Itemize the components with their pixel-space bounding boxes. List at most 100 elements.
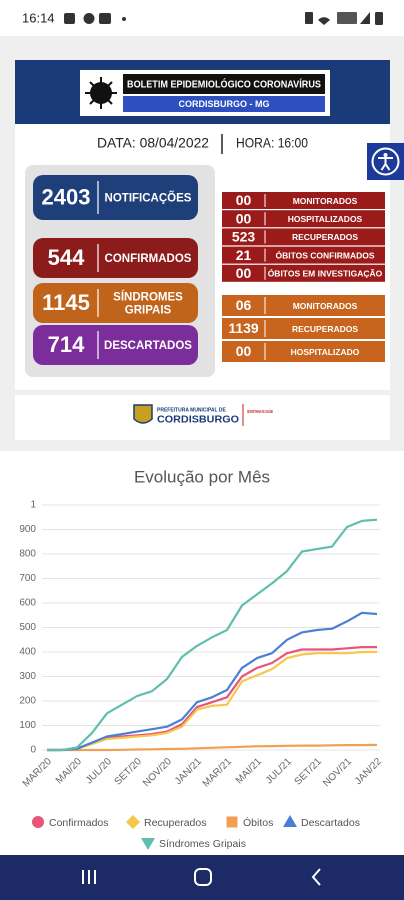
summary-value: 544	[48, 245, 85, 270]
series-line	[47, 646, 377, 752]
y-tick-label: 800	[19, 549, 36, 560]
y-tick-label: 600	[19, 598, 36, 609]
x-tick-label: JUL/21	[264, 756, 294, 786]
bulletin-title: BOLETIM EPIDEMIOLÓGICO CORONAVÍRUS	[127, 77, 321, 90]
summary-label: GRIPAIS	[125, 305, 172, 317]
summary-label: SÍNDROMES	[113, 291, 183, 304]
y-tick-label: 900	[19, 524, 36, 535]
summary-value: 2403	[42, 184, 91, 209]
accessibility-body	[378, 157, 393, 171]
summary-value: 1145	[42, 290, 90, 315]
detail-value: 1139	[228, 320, 259, 336]
detail-row	[222, 246, 385, 264]
virus-icon	[85, 77, 117, 109]
detail-row	[222, 318, 385, 339]
legend-marker	[32, 816, 44, 828]
y-tick-label: 0	[30, 745, 36, 756]
legend-marker	[126, 815, 140, 829]
detail-label: RECUPERADOS	[292, 324, 358, 334]
nav-recents[interactable]	[82, 870, 96, 884]
summary-value: 714	[48, 332, 85, 357]
status-time: 16:14	[22, 10, 55, 25]
title-band	[123, 74, 325, 94]
x-tick-label: JAN/21	[173, 756, 204, 787]
y-tick-label: 100	[19, 720, 36, 731]
status-icons	[64, 12, 383, 25]
summary-box	[33, 175, 198, 220]
detail-value: 00	[236, 265, 252, 281]
summary-label: CONFIRMADOS	[105, 253, 192, 265]
y-tick-label: 400	[19, 647, 36, 658]
bulletin-hour: HORA: 16:00	[236, 135, 308, 151]
y-tick-label: 1	[30, 500, 36, 511]
x-tick-label: JAN/22	[353, 756, 384, 787]
nav-back[interactable]	[311, 868, 321, 886]
detail-label: RECUPERADOS	[292, 232, 358, 242]
detail-value: 00	[236, 210, 252, 226]
bulletin-footer	[15, 395, 390, 440]
bulletin-date: DATA: 08/04/2022	[97, 135, 209, 151]
x-tick-label: MAI/21	[234, 756, 264, 786]
detail-label: ÓBITOS CONFIRMADOS	[275, 249, 374, 260]
x-tick-label: SET/20	[113, 756, 145, 788]
detail-label: ÓBITOS EM INVESTIGAÇÃO	[268, 268, 383, 279]
nav-bar	[0, 855, 404, 900]
chart-title: Evolução por Mês	[134, 467, 270, 486]
nav-home[interactable]	[194, 868, 212, 886]
detail-row	[222, 295, 385, 316]
series-line	[47, 611, 378, 752]
legend-label: Recuperados	[144, 817, 206, 829]
coat-of-arms	[133, 404, 153, 424]
detail-row	[222, 341, 385, 362]
detail-row	[222, 210, 385, 228]
summary-box	[33, 283, 198, 323]
y-tick-label: 300	[19, 671, 36, 682]
summary-box	[33, 238, 198, 278]
x-tick-label: MAI/20	[54, 756, 84, 786]
detail-label: HOSPITALIZADOS	[288, 214, 363, 224]
accessibility-icon	[371, 147, 400, 176]
x-tick-label: MAR/20	[21, 756, 55, 790]
footer-line1: PREFEITURA MUNICIPAL DE	[157, 407, 226, 413]
location-band	[123, 96, 325, 112]
detail-row	[222, 264, 385, 282]
detail-value: 523	[232, 229, 256, 245]
summary-box	[33, 325, 198, 365]
detail-value: 00	[236, 192, 252, 208]
legend-label: Descartados	[301, 817, 360, 829]
detail-value: 06	[236, 297, 252, 313]
detail-label: MONITORADOS	[293, 196, 358, 206]
x-tick-label: MAR/21	[201, 756, 235, 790]
bulletin-location: CORDISBURGO - MG	[179, 99, 270, 109]
footer-line3: SECRETARIA DE SAÚDE	[247, 408, 273, 414]
detail-value: 00	[236, 343, 252, 359]
legend-marker	[141, 838, 155, 850]
y-tick-label: 200	[19, 696, 36, 707]
legend-label: Óbitos	[243, 816, 273, 829]
detail-label: MONITORADOS	[293, 301, 358, 311]
legend-label: Síndromes Gripais	[159, 838, 246, 850]
x-tick-label: NOV/20	[141, 756, 174, 789]
legend-marker	[226, 816, 238, 828]
series-line	[47, 650, 377, 752]
detail-value: 21	[236, 247, 252, 263]
x-tick-label: JUL/20	[84, 756, 114, 786]
legend-label: Confirmados	[49, 817, 109, 829]
series-line	[47, 743, 378, 752]
bulletin-rows: 2403 NOTIFICAÇÕES 544 CONFIRMADOS 1145 SÍNDRO…	[33, 175, 385, 365]
summary-label: DESCARTADOS	[104, 340, 192, 352]
detail-row	[222, 192, 385, 209]
detail-label: HOSPITALIZADO	[291, 347, 360, 357]
accessibility-head	[383, 153, 388, 157]
nav-icons	[82, 868, 321, 886]
x-tick-label: NOV/21	[321, 756, 354, 789]
summary-label: NOTIFICAÇÕES	[105, 192, 192, 205]
y-tick-label: 700	[19, 573, 36, 584]
detail-row	[222, 228, 385, 246]
x-tick-label: SET/21	[293, 756, 325, 788]
legend-marker	[283, 815, 297, 827]
y-tick-label: 500	[19, 622, 36, 633]
